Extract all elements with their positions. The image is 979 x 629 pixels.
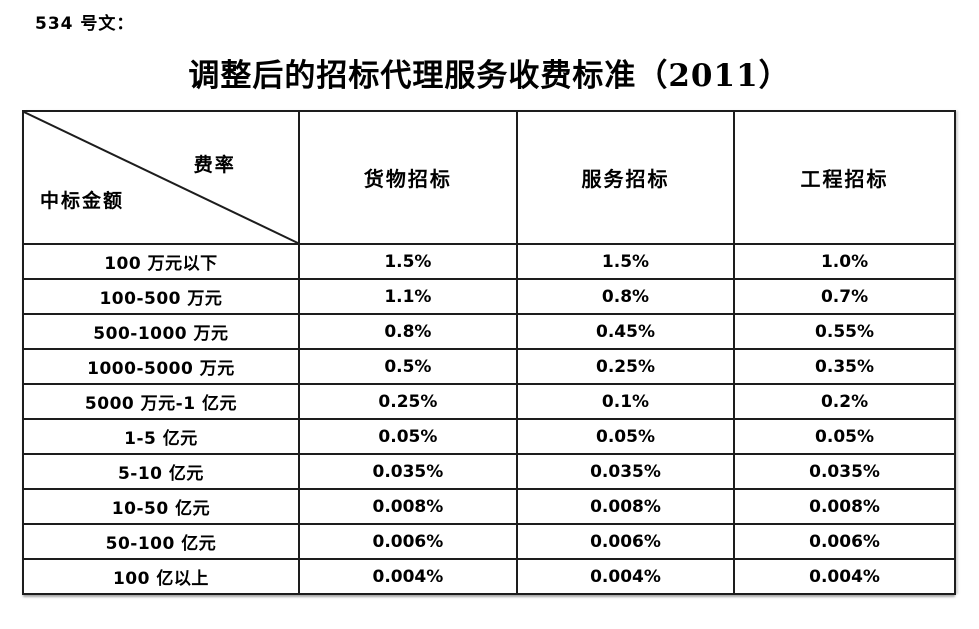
rate-value: 0.035%	[297, 453, 518, 490]
table-row: 100 万元以下 1.5% 1.5% 1.0%	[22, 243, 956, 280]
table-corner-cell: 费率 中标金额	[22, 110, 300, 245]
rate-value: 1.5%	[297, 243, 518, 280]
rate-value: 1.0%	[733, 243, 956, 280]
table-row: 100 亿以上 0.004% 0.004% 0.004%	[22, 558, 956, 595]
row-label-amount-range: 10-50 亿元	[22, 488, 300, 525]
table-row: 500-1000 万元 0.8% 0.45% 0.55%	[22, 313, 956, 350]
table-row: 50-100 亿元 0.006% 0.006% 0.006%	[22, 523, 956, 560]
table-header-row: 费率 中标金额 货物招标 服务招标 工程招标	[22, 110, 956, 245]
rate-value: 0.2%	[733, 383, 956, 420]
fee-rate-table: 费率 中标金额 货物招标 服务招标 工程招标 100 万元以下 1.5% 1.5% 1…	[22, 110, 956, 595]
column-header-goods: 货物招标	[297, 110, 518, 245]
rate-value: 0.7%	[733, 278, 956, 315]
row-label-amount-range: 100 亿以上	[22, 558, 300, 595]
rate-value: 0.006%	[297, 523, 518, 560]
rate-value: 0.008%	[297, 488, 518, 525]
row-label-amount-range: 500-1000 万元	[22, 313, 300, 350]
row-label-amount-range: 5-10 亿元	[22, 453, 300, 490]
table-body: 100 万元以下 1.5% 1.5% 1.0% 100-500 万元 1.1% 0.8% 0.…	[22, 243, 956, 595]
corner-label-rate: 费率	[193, 154, 236, 176]
doc-reference: 534 号文：	[35, 14, 135, 34]
diagonal-divider-line	[24, 112, 298, 243]
rate-value: 0.004%	[733, 558, 956, 595]
row-label-amount-range: 100 万元以下	[22, 243, 300, 280]
table-row: 1000-5000 万元 0.5% 0.25% 0.35%	[22, 348, 956, 385]
row-label-amount-range: 5000 万元-1 亿元	[22, 383, 300, 420]
table-row: 5-10 亿元 0.035% 0.035% 0.035%	[22, 453, 956, 490]
rate-value: 0.05%	[515, 418, 736, 455]
rate-value: 0.035%	[515, 453, 736, 490]
rate-value: 0.45%	[515, 313, 736, 350]
corner-label-amount: 中标金额	[40, 190, 125, 212]
rate-value: 1.1%	[297, 278, 518, 315]
row-label-amount-range: 1000-5000 万元	[22, 348, 300, 385]
rate-value: 0.05%	[733, 418, 956, 455]
rate-value: 0.8%	[297, 313, 518, 350]
rate-value: 1.5%	[515, 243, 736, 280]
rate-value: 0.006%	[733, 523, 956, 560]
rate-value: 0.008%	[515, 488, 736, 525]
rate-value: 0.1%	[515, 383, 736, 420]
rate-value: 0.8%	[515, 278, 736, 315]
column-header-engineering: 工程招标	[733, 110, 956, 245]
rate-value: 0.008%	[733, 488, 956, 525]
table-row: 100-500 万元 1.1% 0.8% 0.7%	[22, 278, 956, 315]
rate-value: 0.35%	[733, 348, 956, 385]
rate-value: 0.006%	[515, 523, 736, 560]
page-title: 调整后的招标代理服务收费标准（2011）	[188, 58, 791, 94]
table-row: 5000 万元-1 亿元 0.25% 0.1% 0.2%	[22, 383, 956, 420]
rate-value: 0.004%	[515, 558, 736, 595]
row-label-amount-range: 50-100 亿元	[22, 523, 300, 560]
rate-value: 0.5%	[297, 348, 518, 385]
table-row: 10-50 亿元 0.008% 0.008% 0.008%	[22, 488, 956, 525]
column-header-services: 服务招标	[515, 110, 736, 245]
rate-value: 0.004%	[297, 558, 518, 595]
row-label-amount-range: 1-5 亿元	[22, 418, 300, 455]
row-label-amount-range: 100-500 万元	[22, 278, 300, 315]
rate-value: 0.035%	[733, 453, 956, 490]
rate-value: 0.05%	[297, 418, 518, 455]
rate-value: 0.55%	[733, 313, 956, 350]
table-row: 1-5 亿元 0.05% 0.05% 0.05%	[22, 418, 956, 455]
rate-value: 0.25%	[515, 348, 736, 385]
rate-value: 0.25%	[297, 383, 518, 420]
